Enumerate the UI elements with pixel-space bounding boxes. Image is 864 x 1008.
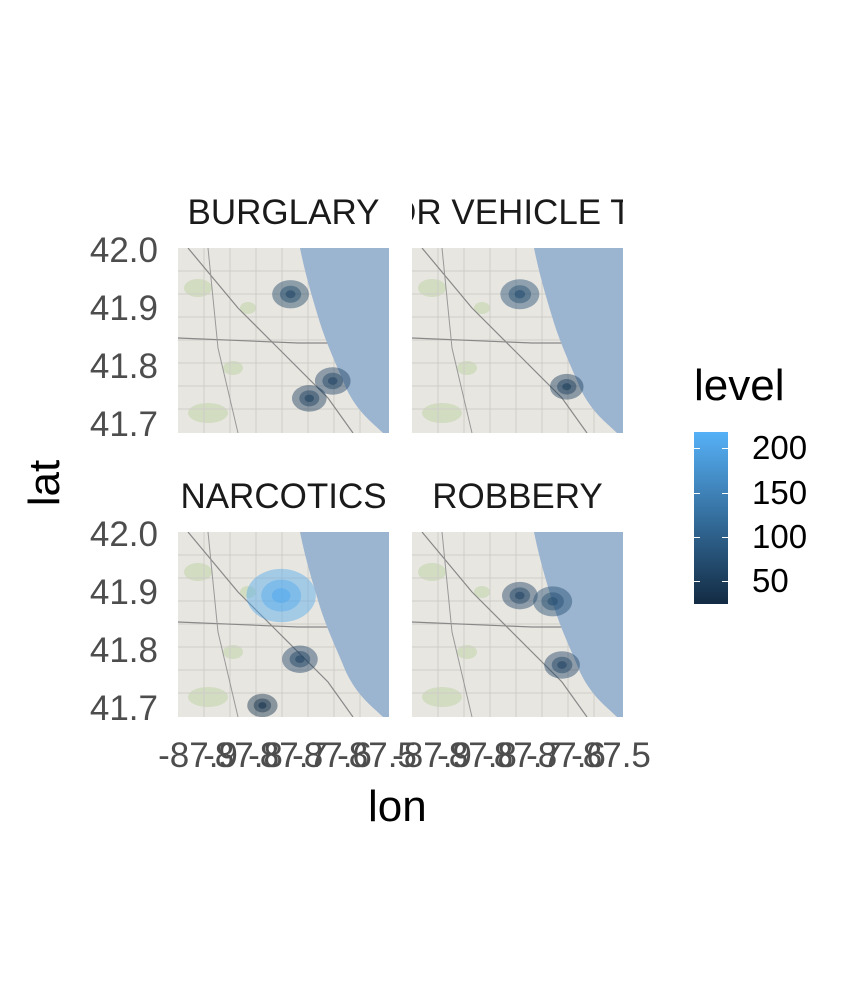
density-contour	[514, 290, 526, 299]
y-tick-label: 42.0	[89, 515, 158, 554]
y-tick-label: 41.8	[89, 631, 158, 670]
park	[418, 279, 446, 297]
y-tick-label: 41.8	[89, 347, 158, 386]
facet-title-text: BURGLARY	[187, 193, 380, 232]
density-contour	[258, 702, 267, 709]
lake-michigan	[300, 248, 389, 433]
density-contour	[304, 394, 314, 403]
density-contour	[271, 588, 291, 604]
density-contour	[547, 597, 558, 606]
highway	[441, 248, 473, 433]
x-tick-label: -87.7	[482, 736, 562, 775]
highway	[421, 532, 588, 717]
facet-title-narcotics: NARCOTICS	[178, 477, 389, 517]
x-tick-label: -87.5	[337, 736, 417, 775]
map-plot	[178, 248, 389, 433]
park	[240, 302, 256, 314]
map-panel-burglary	[178, 248, 389, 433]
y-tick-label: 42.0	[89, 231, 158, 270]
density-contour	[295, 655, 305, 664]
x-tick-label: -87.7	[248, 736, 328, 775]
density-contour	[515, 591, 525, 600]
legend-title: level	[694, 361, 785, 410]
legend: level 200 150 100 50	[694, 362, 844, 612]
highway	[187, 248, 354, 433]
lake-michigan	[534, 248, 623, 433]
park	[418, 563, 446, 581]
legend-tick	[694, 581, 700, 582]
y-tick-label: 41.9	[89, 573, 158, 612]
facet-title-motor-vehicle-theft: MOTOR VEHICLE THEFT	[412, 193, 623, 233]
y-tick-label: 41.9	[89, 289, 158, 328]
facet-title-text: MOTOR VEHICLE THEFT	[412, 193, 623, 232]
highway	[207, 248, 239, 433]
density-contour	[285, 290, 296, 299]
y-axis-title: lat	[20, 459, 70, 507]
park	[184, 563, 212, 581]
legend-tick	[722, 493, 728, 494]
park	[457, 361, 477, 375]
highway	[421, 248, 588, 433]
x-tick-label: -87.9	[158, 736, 238, 775]
park	[422, 403, 462, 423]
map-plot	[178, 532, 389, 717]
legend-tick	[694, 493, 700, 494]
density-contour	[327, 377, 338, 385]
park	[188, 687, 228, 707]
x-tick-label: -87.9	[392, 736, 472, 775]
legend-tick	[694, 537, 700, 538]
y-tick-label: 41.7	[89, 405, 158, 444]
park	[184, 279, 212, 297]
map-plot	[412, 532, 623, 717]
legend-label: 150	[752, 474, 808, 511]
facet-title-text: NARCOTICS	[180, 477, 387, 516]
lake-michigan	[300, 532, 389, 717]
legend-tick	[694, 448, 700, 449]
lake-michigan	[534, 532, 623, 717]
highway	[207, 532, 239, 717]
highway	[187, 532, 354, 717]
x-tick-label: -87.6	[292, 736, 372, 775]
legend-tick	[722, 581, 728, 582]
legend-tick	[722, 448, 728, 449]
legend-colorbar	[694, 432, 728, 604]
legend-label: 100	[752, 518, 808, 555]
park	[474, 586, 490, 598]
legend-label: 50	[752, 562, 789, 599]
density-contour	[557, 661, 567, 669]
facet-title-text: ROBBERY	[432, 477, 603, 516]
park	[240, 586, 256, 598]
y-tick-label: 41.7	[89, 689, 158, 728]
park	[223, 361, 243, 375]
park	[223, 645, 243, 659]
map-plot	[412, 248, 623, 433]
x-tick-label: -87.8	[203, 736, 283, 775]
highway	[441, 532, 473, 717]
legend-tick	[722, 537, 728, 538]
park	[188, 403, 228, 423]
park	[457, 645, 477, 659]
map-panel-motor-vehicle-theft	[412, 248, 623, 433]
park	[422, 687, 462, 707]
x-tick-label: -87.5	[571, 736, 651, 775]
facet-title-burglary: BURGLARY	[178, 193, 389, 233]
x-axis-title: lon	[368, 782, 427, 831]
park	[474, 302, 490, 314]
legend-label: 200	[752, 429, 808, 466]
x-tick-label: -87.8	[437, 736, 517, 775]
facet-title-robbery: ROBBERY	[412, 477, 623, 517]
density-contour	[562, 383, 572, 391]
map-panel-narcotics	[178, 532, 389, 717]
x-tick-label: -87.6	[526, 736, 606, 775]
map-panel-robbery	[412, 532, 623, 717]
